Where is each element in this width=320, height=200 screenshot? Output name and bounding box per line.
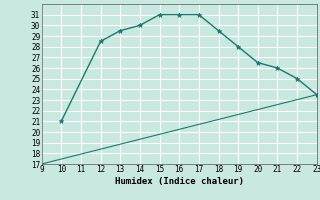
X-axis label: Humidex (Indice chaleur): Humidex (Indice chaleur) (115, 177, 244, 186)
